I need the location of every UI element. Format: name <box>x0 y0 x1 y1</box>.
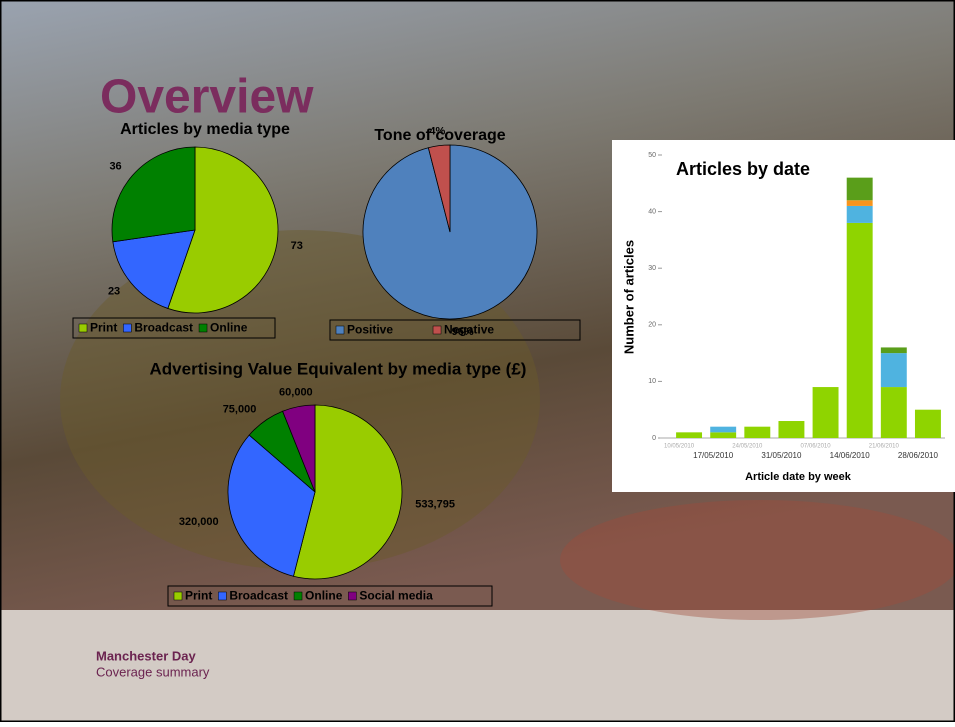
x-axis-label: Article date by week <box>745 471 852 483</box>
bar-segment <box>710 427 736 433</box>
legend-label: Negative <box>444 323 494 337</box>
bar-segment <box>778 421 804 438</box>
data-label: 23 <box>108 286 120 298</box>
bar-segment <box>676 432 702 438</box>
data-label: 75,000 <box>223 404 257 416</box>
bar-segment <box>813 387 839 438</box>
legend-label: Broadcast <box>229 589 288 603</box>
legend-swatch <box>199 324 207 332</box>
legend-label: Positive <box>347 323 393 337</box>
y-tick-label: 40 <box>648 208 656 215</box>
x-tick-label: 14/06/2010 <box>830 451 871 460</box>
x-tick-label: 28/06/2010 <box>898 451 939 460</box>
legend-label: Online <box>305 589 343 603</box>
photo-shape <box>560 500 955 620</box>
chart-title: Articles by date <box>676 159 810 179</box>
data-label: 533,795 <box>415 499 455 511</box>
bar-segment <box>710 432 736 438</box>
bar-segment <box>847 206 873 223</box>
x-tick-label: 10/05/2010 <box>664 444 695 450</box>
data-label: 60,000 <box>279 387 313 399</box>
legend-label: Print <box>90 321 117 335</box>
bar-segment <box>881 353 907 387</box>
y-tick-label: 20 <box>648 322 656 329</box>
y-axis-label: Number of articles <box>621 240 636 354</box>
bar-panel <box>612 140 955 492</box>
data-label: 73 <box>291 240 303 252</box>
legend-label: Social media <box>359 589 433 603</box>
bar-segment <box>847 178 873 201</box>
legend-swatch <box>294 592 302 600</box>
legend-swatch <box>336 326 344 334</box>
footer-subtitle: Coverage summary <box>96 664 210 679</box>
legend-swatch <box>123 324 131 332</box>
legend-swatch <box>348 592 356 600</box>
bar-segment <box>744 427 770 438</box>
legend-label: Print <box>185 589 212 603</box>
legend-swatch <box>433 326 441 334</box>
legend-swatch <box>174 592 182 600</box>
legend-swatch <box>218 592 226 600</box>
data-label: 36 <box>109 160 121 172</box>
slide: Overview Manchester Day Coverage summary… <box>0 0 955 722</box>
y-tick-label: 10 <box>648 378 656 385</box>
y-tick-label: 0 <box>652 435 656 442</box>
x-tick-label: 17/05/2010 <box>693 451 734 460</box>
chart-title: Articles by media type <box>120 121 290 138</box>
chart-title: Advertising Value Equivalent by media ty… <box>150 359 527 378</box>
y-tick-label: 30 <box>648 265 656 272</box>
slide-title: Overview <box>100 71 314 124</box>
bar-segment <box>847 223 873 438</box>
x-tick-label: 31/05/2010 <box>761 451 802 460</box>
bar-segment <box>881 347 907 353</box>
y-tick-label: 50 <box>648 152 656 159</box>
data-label: 320,000 <box>179 516 219 528</box>
footer-title: Manchester Day <box>96 648 196 663</box>
x-tick-label: 24/05/2010 <box>732 444 763 450</box>
bar-segment <box>915 410 941 438</box>
bar-segment <box>881 387 907 438</box>
x-tick-label: 21/06/2010 <box>869 444 900 450</box>
x-tick-label: 07/06/2010 <box>801 444 832 450</box>
data-label: 4% <box>429 126 445 138</box>
legend-label: Broadcast <box>134 321 193 335</box>
legend-label: Online <box>210 321 248 335</box>
bar-segment <box>847 200 873 206</box>
legend-swatch <box>79 324 87 332</box>
